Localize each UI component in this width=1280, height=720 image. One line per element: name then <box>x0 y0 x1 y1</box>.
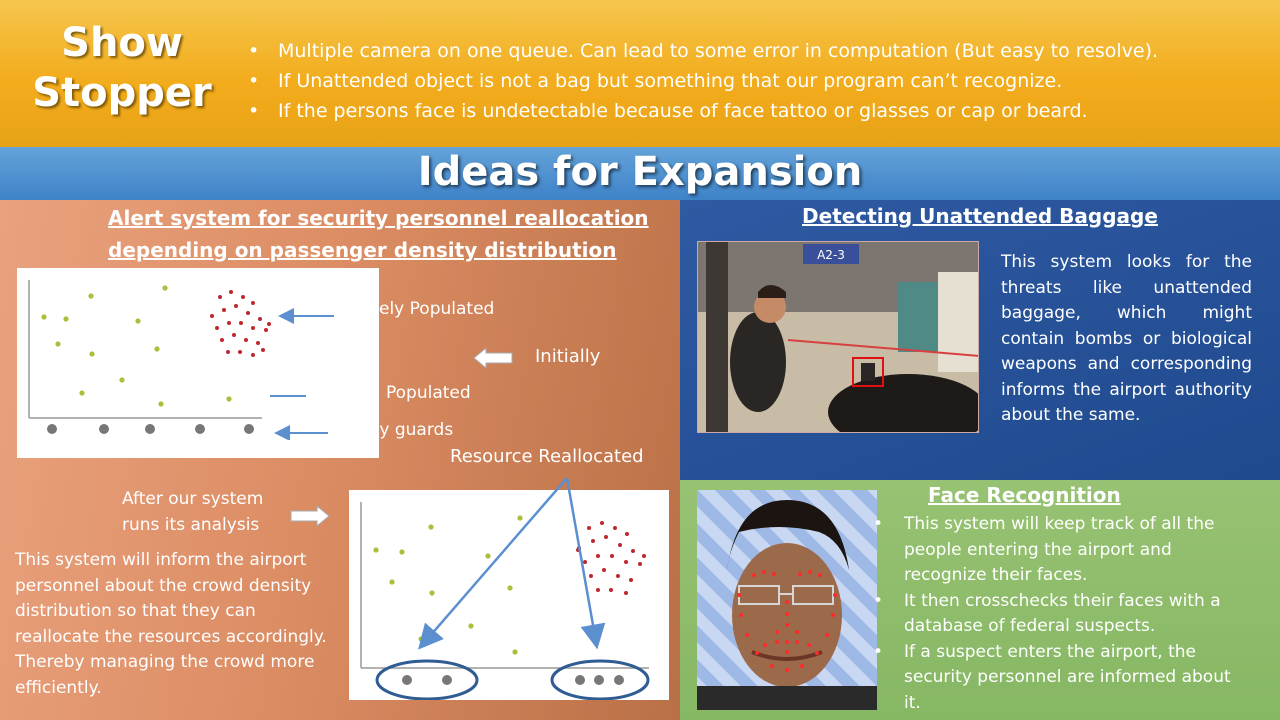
after-arrow-icon <box>290 504 330 528</box>
reallocated-density-plot <box>349 490 669 700</box>
sparse-passengers <box>41 285 232 407</box>
show-stopper-banner: Show Stopper Multiple camera on one queu… <box>0 0 1280 147</box>
security-guards <box>47 424 254 434</box>
sparsely-populated-label: Populated <box>386 383 471 403</box>
reallocate-right-arrow <box>565 477 606 650</box>
reallocate-left-arrow <box>418 477 568 650</box>
initial-density-plot <box>17 268 379 458</box>
airport-camera-image: A2-3 <box>697 241 979 433</box>
show-stopper-item: If the persons face is undetectable beca… <box>248 96 1158 126</box>
security-guards <box>402 675 624 685</box>
reallocated-density-chart <box>360 502 650 700</box>
show-stopper-item: If Unattended object is not a bag but so… <box>248 66 1158 96</box>
initially-arrow-icon <box>473 346 513 370</box>
right-guard-group-ring <box>550 659 650 700</box>
resource-reallocated-label: Resource Reallocated <box>450 446 644 467</box>
dense-passengers <box>576 521 646 595</box>
face-recognition-item: This system will keep track of all the p… <box>873 512 1243 589</box>
initial-density-chart <box>28 280 271 434</box>
expansion-title: Ideas for Expansion <box>417 149 863 195</box>
dense-passengers <box>210 290 271 357</box>
expansion-bar: Ideas for Expansion <box>0 147 1280 200</box>
baggage-panel: Detecting Unattended Baggage A2-3 This s… <box>680 200 1280 480</box>
face-recognition-heading: Face Recognition <box>928 483 1121 507</box>
gate-sign-text: A2-3 <box>817 248 845 262</box>
after-analysis-text: After our system runs its analysis <box>122 489 264 535</box>
show-stopper-title: Show Stopper <box>32 20 212 116</box>
airport-scene: A2-3 <box>698 242 978 432</box>
face-recognition-item: It then crosschecks their faces with a d… <box>873 589 1243 640</box>
alert-system-panel: Alert system for security personnel real… <box>0 200 680 720</box>
densely-populated-label: ely Populated <box>379 299 495 319</box>
show-stopper-list: Multiple camera on one queue. Can lead t… <box>248 36 1158 126</box>
reallocation-arrows <box>418 477 606 650</box>
face-scan-scene <box>697 500 877 710</box>
face-recognition-panel: Face Recognition This system will keep t… <box>680 480 1280 720</box>
baggage-heading: Detecting Unattended Baggage <box>802 204 1158 228</box>
face-scan-image <box>697 490 877 710</box>
plot-arrows <box>270 308 334 440</box>
face-recognition-item: If a suspect enters the airport, the sec… <box>873 640 1243 717</box>
baggage-description: This system looks for the threats like u… <box>1001 252 1252 425</box>
left-guard-group-ring <box>375 659 479 700</box>
show-stopper-item: Multiple camera on one queue. Can lead t… <box>248 36 1158 66</box>
security-guards-label: ity guards <box>368 420 454 440</box>
alert-system-description: This system will inform the airport pers… <box>15 550 327 698</box>
initially-label: Initially <box>535 346 601 367</box>
alert-system-heading: Alert system for security personnel real… <box>108 206 649 262</box>
face-recognition-list: This system will keep track of all the p… <box>873 512 1243 716</box>
